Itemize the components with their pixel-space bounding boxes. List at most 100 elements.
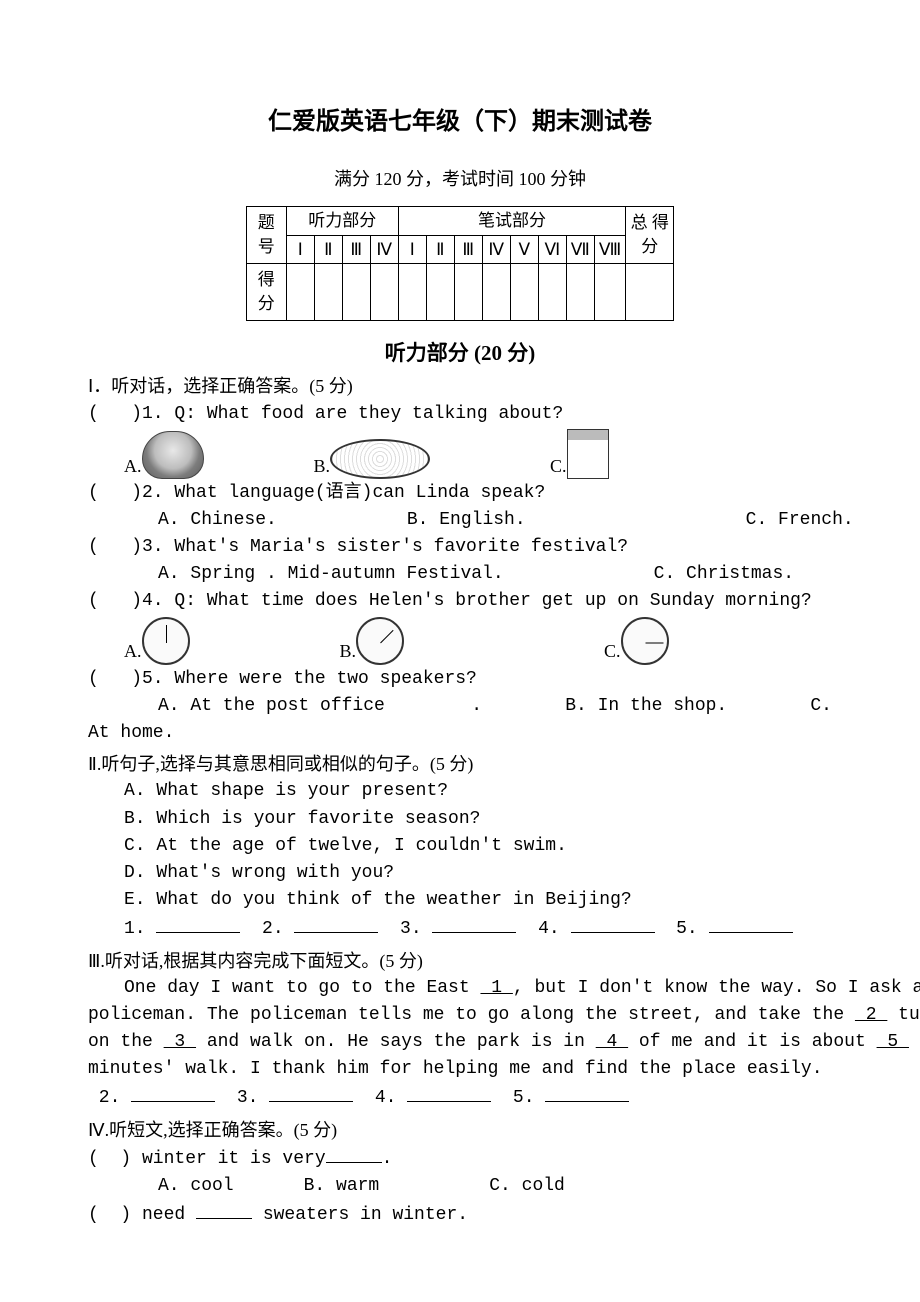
q2-opt-b: B. English.	[407, 508, 526, 533]
ans-num-3: 3.	[226, 1088, 269, 1108]
written-header-cell: 笔试部分	[398, 206, 625, 235]
col-wi: Ⅰ	[398, 235, 426, 264]
p2-opt-d: D. What's wrong with you?	[88, 861, 832, 886]
fill-blank	[196, 1201, 252, 1219]
p3-answer-blanks: 2. 3. 4. 5.	[88, 1084, 832, 1111]
score-cell	[286, 264, 314, 321]
q5-options: A. At the post office . B. In the shop. …	[88, 694, 832, 719]
blank-5: 5	[877, 1032, 909, 1052]
part1-label: Ⅰ．听对话，选择正确答案。(5 分)	[88, 374, 832, 399]
q1-options: A. B. C.	[88, 429, 832, 479]
q3-opt-a: A. Spring . Mid-autumn Festival.	[88, 562, 504, 587]
score-table: 题号 听力部分 笔试部分 总 得分 Ⅰ Ⅱ Ⅲ Ⅳ Ⅰ Ⅱ Ⅲ Ⅳ Ⅴ Ⅵ Ⅶ …	[246, 206, 674, 321]
passage-seg: on the	[88, 1032, 164, 1052]
fill-blank	[131, 1084, 215, 1102]
p4-q1: ( ) winter it is very.	[88, 1145, 832, 1172]
score-cell	[626, 264, 674, 321]
dumpling-plate-icon	[330, 439, 430, 479]
passage-seg: and walk on. He says the park is in	[196, 1032, 596, 1052]
score-cell	[314, 264, 342, 321]
q2-text: ( )2. What language(语言)can Linda speak?	[88, 481, 832, 506]
score-cell	[426, 264, 454, 321]
score-cell	[342, 264, 370, 321]
score-cell	[482, 264, 510, 321]
col-wii: Ⅱ	[426, 235, 454, 264]
ans-num-4: 4.	[364, 1088, 407, 1108]
q2-options: A. Chinese. B. English. C. French.	[88, 508, 832, 533]
q5-opt-b: B. In the shop.	[565, 694, 727, 719]
col-wvii: Ⅶ	[566, 235, 594, 264]
ans-num-2: 2.	[88, 1088, 131, 1108]
blank-4: 4	[596, 1032, 628, 1052]
passage-seg: One day I want to go to the East	[124, 978, 480, 998]
p2-opt-a: A. What shape is your present?	[88, 779, 832, 804]
p2-opt-c: C. At the age of twelve, I couldn't swim…	[88, 834, 832, 859]
passage-seg: turning	[887, 1005, 920, 1025]
col-i: Ⅰ	[286, 235, 314, 264]
fill-blank	[326, 1145, 382, 1163]
fill-blank	[407, 1084, 491, 1102]
score-cell	[370, 264, 398, 321]
fill-blank	[432, 915, 516, 933]
clock-icon-c	[621, 617, 669, 665]
col-ii: Ⅱ	[314, 235, 342, 264]
mooncake-icon	[142, 431, 204, 479]
col-iv: Ⅳ	[370, 235, 398, 264]
q2-opt-c: C. French.	[746, 508, 854, 533]
p4-q1-period: .	[382, 1149, 393, 1169]
blank-3: 3	[164, 1032, 196, 1052]
p4-q1-options: A. cool B. warm C. cold	[88, 1174, 832, 1199]
part4-label: Ⅳ.听短文,选择正确答案。(5 分)	[88, 1118, 832, 1143]
p4-q2: ( ) need sweaters in winter.	[88, 1201, 832, 1228]
fill-blank	[269, 1084, 353, 1102]
q2-opt-a: A. Chinese.	[88, 508, 277, 533]
blank-num-1: 1.	[124, 919, 156, 939]
page-subtitle: 满分 120 分，考试时间 100 分钟	[88, 167, 832, 192]
p4-q1-a: A. cool	[88, 1174, 234, 1199]
p4-q1-b: B. warm	[304, 1174, 380, 1199]
blank-2: 2	[855, 1005, 887, 1025]
q1-opt-c-label: C.	[550, 454, 567, 479]
p4-q2-text-b: sweaters in winter.	[252, 1205, 468, 1225]
col-wv: Ⅴ	[510, 235, 538, 264]
score-cell	[566, 264, 594, 321]
q4-opt-b-label: B.	[340, 639, 357, 664]
q4-opt-a-label: A.	[124, 639, 142, 664]
passage-seg: policeman. The policeman tells me to go …	[88, 1005, 855, 1025]
fill-blank	[545, 1084, 629, 1102]
total-header-cell: 总 得分	[626, 206, 674, 264]
clock-icon-b	[356, 617, 404, 665]
calendar-icon	[567, 429, 609, 479]
blank-num-3: 3.	[389, 919, 432, 939]
p4-q1-c: C. cold	[489, 1174, 565, 1199]
fill-blank	[709, 915, 793, 933]
listening-header-cell: 听力部分	[286, 206, 398, 235]
q5-opt-a: A. At the post office .	[88, 694, 482, 719]
q3-options: A. Spring . Mid-autumn Festival. C. Chri…	[88, 562, 832, 587]
p2-blanks: 1. 2. 3. 4. 5.	[88, 915, 832, 942]
score-cell	[538, 264, 566, 321]
passage: One day I want to go to the East 1 , but…	[88, 976, 832, 1083]
blank-num-5: 5.	[665, 919, 708, 939]
q1-text: ( )1. Q: What food are they talking abou…	[88, 402, 832, 427]
col-wviii: Ⅷ	[594, 235, 625, 264]
part3-label: Ⅲ.听对话,根据其内容完成下面短文。(5 分)	[88, 949, 832, 974]
passage-seg: of me and it is about	[628, 1032, 876, 1052]
q3-text: ( )3. What's Maria's sister's favorite f…	[88, 535, 832, 560]
blank-num-2: 2.	[251, 919, 294, 939]
part2-label: Ⅱ.听句子,选择与其意思相同或相似的句子。(5 分)	[88, 752, 832, 777]
q1-opt-b-label: B.	[314, 454, 331, 479]
p2-opt-e: E. What do you think of the weather in B…	[88, 888, 832, 913]
score-cell	[454, 264, 482, 321]
row-label-tihao: 题号	[246, 206, 286, 264]
score-cell	[510, 264, 538, 321]
q5-opt-c: C.	[810, 694, 832, 719]
blank-1: 1	[480, 978, 512, 998]
fill-blank	[156, 915, 240, 933]
passage-seg: , but I don't know the way. So I ask a	[513, 978, 920, 998]
page-title: 仁爱版英语七年级（下）期末测试卷	[88, 105, 832, 139]
q4-opt-c-label: C.	[604, 639, 621, 664]
passage-seg: minutes' walk. I thank him for helping m…	[88, 1057, 832, 1082]
fill-blank	[294, 915, 378, 933]
q1-opt-a-label: A.	[124, 454, 142, 479]
